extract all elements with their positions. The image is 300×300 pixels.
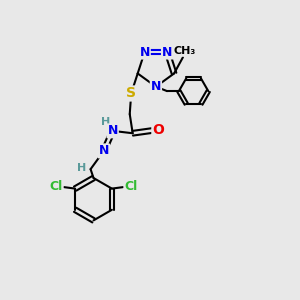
Text: N: N — [162, 46, 172, 59]
Text: N: N — [140, 46, 150, 59]
Text: O: O — [152, 123, 164, 137]
Text: H: H — [101, 117, 110, 127]
Text: Cl: Cl — [50, 180, 63, 193]
Text: N: N — [99, 144, 109, 158]
Text: Cl: Cl — [124, 180, 138, 193]
Text: S: S — [126, 86, 136, 100]
Text: N: N — [107, 124, 118, 137]
Text: H: H — [76, 163, 86, 173]
Text: CH₃: CH₃ — [173, 46, 196, 56]
Text: N: N — [151, 80, 161, 93]
